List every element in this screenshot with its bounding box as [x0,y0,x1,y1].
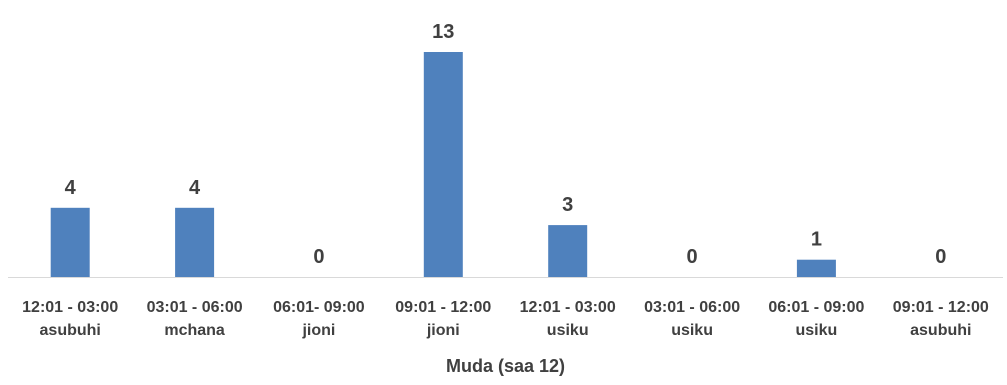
x-tick-label: usiku [671,322,713,339]
data-label: 0 [935,246,946,268]
x-tick-label: 12:01 - 03:00 [22,299,118,316]
bar [548,225,588,277]
data-labels-group: 4 4 0 13 3 0 1 0 [65,21,947,268]
data-label: 4 [65,177,77,199]
data-label: 3 [562,194,573,216]
x-tick-label: 09:01 - 12:00 [395,299,491,316]
x-tick-label: jioni [426,322,460,339]
x-tick-label: 12:01 - 03:00 [520,299,616,316]
data-label: 1 [811,229,822,251]
x-tick-label: 06:01- 09:00 [273,299,365,316]
x-axis-title: Muda (saa 12) [446,356,565,376]
x-tick-label: jioni [301,322,335,339]
x-tick-label: 03:01 - 06:00 [147,299,243,316]
bar [423,52,463,277]
data-label: 0 [313,246,324,268]
bar [175,207,215,277]
x-tick-label: 06:01 - 09:00 [768,299,864,316]
x-tick-label: asubuhi [910,322,971,339]
x-tick-label: 09:01 - 12:00 [893,299,989,316]
x-tick-label: 03:01 - 06:00 [644,299,740,316]
bar [50,207,90,277]
data-label: 0 [687,246,698,268]
x-tick-label: usiku [547,322,589,339]
data-label: 13 [432,21,454,43]
x-tick-labels-group: 12:01 - 03:00 asubuhi 03:01 - 06:00 mchana 0… [22,299,989,339]
bars-group [50,52,836,277]
x-tick-label: mchana [164,322,225,339]
data-label: 4 [189,177,201,199]
x-tick-label: usiku [796,322,838,339]
x-tick-label: asubuhi [40,322,101,339]
bar [796,259,836,277]
